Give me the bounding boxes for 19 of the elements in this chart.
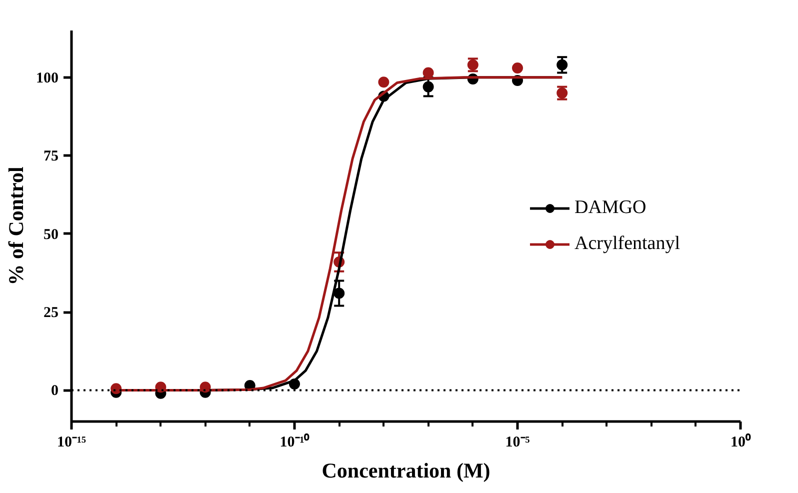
y-axis-title: % of Control	[4, 166, 28, 286]
point	[378, 76, 390, 88]
point	[556, 59, 568, 70]
y-tick-label: 100	[36, 70, 58, 86]
point	[512, 62, 523, 74]
y-tick-label: 0	[51, 383, 58, 400]
x-tick-label: 10⁻⁵	[505, 434, 530, 450]
point	[422, 81, 434, 92]
x-tick-label: 10⁰	[730, 432, 752, 450]
y-tick-label: 25	[44, 305, 58, 322]
legend-label: Acrylfentanyl	[574, 232, 680, 254]
point	[334, 288, 345, 299]
x-tick-label: 10⁻¹⁵	[57, 434, 86, 450]
y-tick-label: 50	[44, 226, 58, 243]
x-tick-label: 10⁻¹⁰	[280, 432, 310, 450]
x-axis-title: Concentration (M)	[322, 458, 490, 482]
y-tick-label: 75	[44, 148, 58, 165]
legend-label: DAMGO	[574, 196, 646, 218]
point	[422, 67, 434, 78]
